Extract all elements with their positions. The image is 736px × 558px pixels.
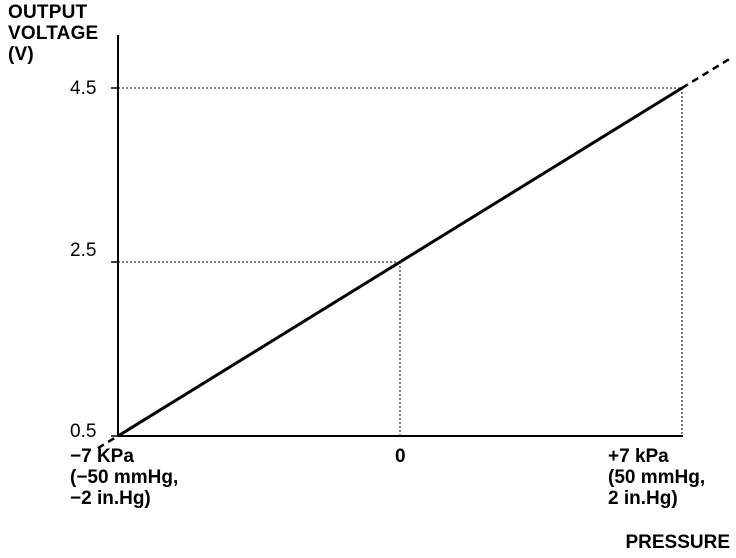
y-tick-label-0-5: 0.5 [70,421,97,442]
y-axis-label-line-1: OUTPUT [8,2,88,23]
x-tick-minus-7-line-2: (−50 mmHg, [70,466,179,488]
y-tick-label-4-5: 4.5 [70,78,97,99]
series-line-dashed-extension-0-0 [97,422,139,450]
y-axis-label: OUTPUT VOLTAGE (V) [8,2,99,66]
series-line-dashed-extension-0-1 [681,57,731,90]
x-tick-0-line-1: 0 [395,446,406,467]
y-axis-label-line-2: VOLTAGE [8,22,99,44]
x-tick-label-minus-7: −7 KPa (−50 mmHg, −2 in.Hg) [70,446,179,510]
x-tick-plus-7-line-1: +7 kPa [608,446,669,467]
x-tick-plus-7-line-3: 2 in.Hg) [608,487,678,509]
x-tick-minus-7-line-1: −7 KPa [70,446,134,467]
x-tick-label-plus-7: +7 kPa (50 mmHg, 2 in.Hg) [608,446,706,510]
x-tick-label-0: 0 [395,446,406,468]
x-tick-plus-7-line-2: (50 mmHg, [608,466,706,488]
y-axis-label-line-3: (V) [8,43,34,65]
x-tick-minus-7-line-3: −2 in.Hg) [70,487,151,509]
y-tick-label-2-5: 2.5 [70,240,97,261]
x-axis-label: PRESSURE [625,532,730,553]
series-line-solid-0 [117,86,683,438]
